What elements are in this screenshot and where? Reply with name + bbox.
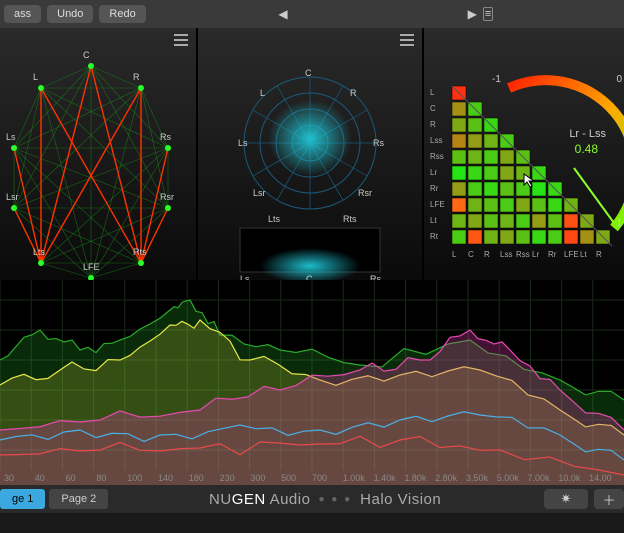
page-2-tab[interactable]: Page 2	[49, 489, 108, 509]
channel-label: Rsr	[160, 192, 174, 202]
heatmap-row-label: R	[430, 120, 436, 129]
channel-label: Lsr	[253, 188, 266, 198]
channel-label: L	[260, 88, 265, 98]
heatmap-row-label: Lr	[430, 168, 437, 177]
heatmap-row-label: C	[430, 104, 436, 113]
frequency-tick: 10.0k	[558, 473, 589, 483]
brand-gen: GEN	[232, 491, 266, 508]
channel-label: LFE	[83, 262, 100, 272]
heatmap-row-label: LFE	[430, 200, 445, 209]
correlation-panel: -1 0 1 Lr - Lss 0.48 LCRLssRssLrRrLFELtR…	[424, 28, 624, 280]
heatmap-col-label: Rss	[516, 250, 530, 259]
channel-label: L	[33, 72, 38, 82]
frequency-tick: 30	[4, 473, 35, 483]
frequency-tick: 300	[250, 473, 281, 483]
spectrum-graphic	[0, 280, 624, 485]
channel-label: Rsr	[358, 188, 372, 198]
play-button[interactable]: ▶≡	[468, 7, 494, 21]
brand-dots-icon: ● ● ●	[318, 494, 352, 505]
surround-web-graphic	[0, 28, 196, 280]
channel-label: Rts	[343, 214, 357, 224]
add-button[interactable]: ＋	[594, 489, 624, 509]
frequency-tick: 60	[66, 473, 97, 483]
panel-menu-icon[interactable]	[174, 34, 188, 46]
frequency-tick: 180	[189, 473, 220, 483]
polar-panel: CLRLsRsLsrRsrLtsRtsLsCRs	[198, 28, 422, 280]
correlation-pair-label: Lr - Lss	[569, 128, 606, 140]
heatmap-col-label: R	[484, 250, 490, 259]
visualizer-panels: CLRLsRsLsrRsrLtsRtsLFE CLRLsRsLsrRsrLtsR…	[0, 28, 624, 280]
frequency-tick: 7.00k	[528, 473, 559, 483]
frequency-tick: 1.00k	[343, 473, 374, 483]
heatmap-row-label: L	[430, 88, 434, 97]
frequency-tick: 100	[127, 473, 158, 483]
page-1-tab[interactable]: ge 1	[0, 489, 45, 509]
spectrum-analyzer: 304060801001401802303005007001.00k1.40k1…	[0, 280, 624, 485]
channel-label: Ls	[238, 138, 248, 148]
frequency-tick: 40	[35, 473, 66, 483]
heatmap-col-label: C	[468, 250, 474, 259]
brand-audio: Audio	[266, 491, 311, 508]
polar-graphic	[198, 28, 422, 280]
arc-min-label: -1	[492, 74, 501, 85]
heatmap-row-label: Rt	[430, 232, 438, 241]
heatmap-col-label: LFE	[564, 250, 579, 259]
heatmap-col-label: Lss	[500, 250, 512, 259]
channel-label: Lts	[268, 214, 280, 224]
frequency-tick: 5.00k	[497, 473, 528, 483]
frequency-tick: 700	[312, 473, 343, 483]
frequency-tick: 500	[281, 473, 312, 483]
heatmap-col-label: Rr	[548, 250, 556, 259]
channel-label: R	[133, 72, 140, 82]
footer-bar: ge 1 Page 2 NUGEN Audio ● ● ● Halo Visio…	[0, 485, 624, 513]
redo-button[interactable]: Redo	[99, 5, 145, 23]
frequency-tick: 3.50k	[466, 473, 497, 483]
surround-web-panel: C L R Ls Rs Lsr Rsr Lts Rts LFE	[0, 28, 196, 280]
channel-label: C	[83, 50, 90, 60]
channel-label: Rs	[160, 132, 171, 142]
frequency-tick: 230	[220, 473, 251, 483]
frequency-tick: 140	[158, 473, 189, 483]
channel-label: Rs	[373, 138, 384, 148]
gear-icon: ✷	[561, 491, 572, 507]
heatmap-col-label: Lr	[532, 250, 539, 259]
panel-menu-icon[interactable]	[400, 34, 414, 46]
heatmap-row-label: Rss	[430, 152, 444, 161]
arc-max-label: 0	[616, 74, 622, 85]
undo-button[interactable]: Undo	[47, 5, 93, 23]
heatmap-col-label: Lt	[580, 250, 587, 259]
heatmap-row-label: Rr	[430, 184, 438, 193]
top-toolbar: ass Undo Redo ◀ ▶≡	[0, 0, 624, 28]
channel-label: Ls	[6, 132, 16, 142]
channel-label: R	[350, 88, 357, 98]
channel-label: Lsr	[6, 192, 19, 202]
frequency-tick: 80	[96, 473, 127, 483]
frequency-tick: 2.80k	[435, 473, 466, 483]
channel-label: C	[305, 68, 312, 78]
settings-button[interactable]: ✷	[544, 489, 588, 509]
frequency-tick: 1.40k	[374, 473, 405, 483]
product-name: Halo Vision	[360, 491, 441, 508]
correlation-value: 0.48	[575, 142, 598, 156]
frequency-axis: 304060801001401802303005007001.00k1.40k1…	[0, 473, 624, 483]
frequency-tick: 14.00	[589, 473, 620, 483]
heatmap-row-label: Lss	[430, 136, 442, 145]
heatmap-col-label: R	[596, 250, 602, 259]
bypass-button[interactable]: ass	[4, 5, 41, 23]
heatmap-row-label: Lt	[430, 216, 437, 225]
brand-nu: NU	[209, 491, 232, 508]
prev-button[interactable]: ◀	[278, 7, 287, 21]
cursor-icon	[522, 172, 538, 188]
arc-end-label: 1	[616, 218, 622, 229]
brand-label: NUGEN Audio ● ● ● Halo Vision	[112, 491, 538, 508]
frequency-tick: 1.80k	[404, 473, 435, 483]
channel-label: Rts	[133, 247, 147, 257]
heatmap-col-label: L	[452, 250, 456, 259]
plus-icon: ＋	[602, 490, 615, 509]
channel-label: Lts	[33, 247, 45, 257]
